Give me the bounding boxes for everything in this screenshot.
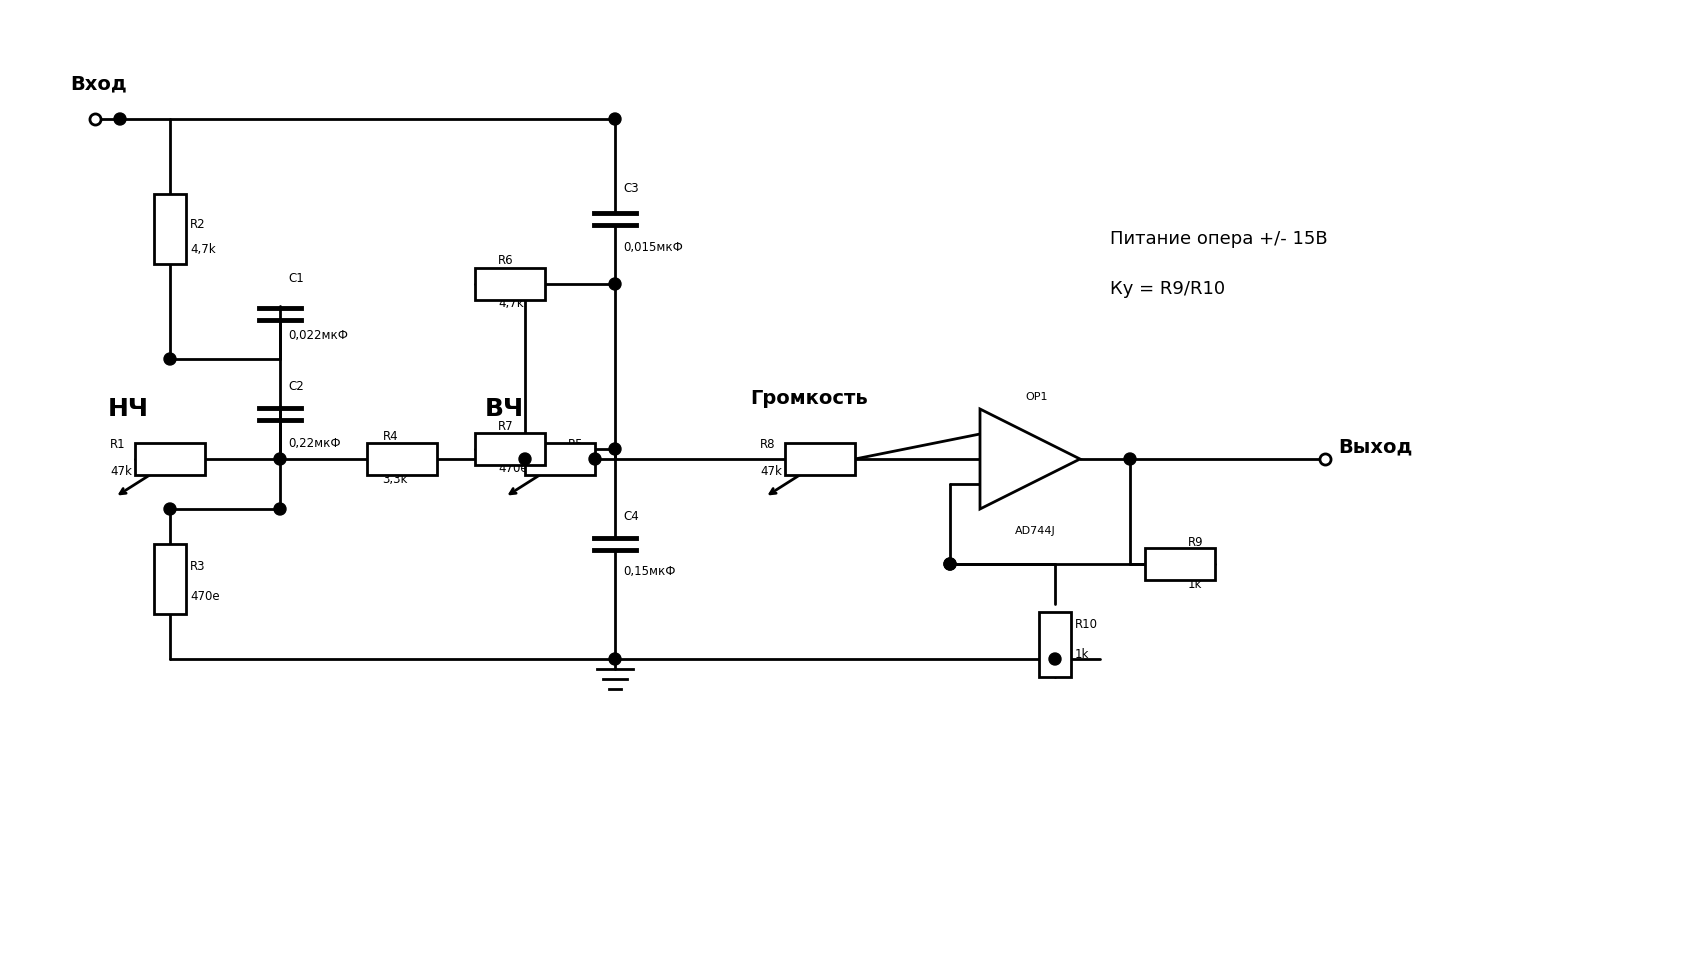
Text: 47k: 47k bbox=[109, 464, 131, 478]
Circle shape bbox=[610, 653, 621, 665]
Circle shape bbox=[274, 453, 286, 465]
FancyBboxPatch shape bbox=[135, 443, 205, 475]
Text: +: + bbox=[992, 430, 1004, 444]
Text: −: − bbox=[992, 474, 1004, 488]
Text: ВЧ: ВЧ bbox=[485, 397, 524, 421]
Text: 1k: 1k bbox=[1187, 578, 1202, 590]
Circle shape bbox=[610, 278, 621, 290]
Text: 470e: 470e bbox=[190, 590, 219, 604]
FancyBboxPatch shape bbox=[785, 443, 855, 475]
Text: 0,22мкФ: 0,22мкФ bbox=[288, 437, 340, 451]
Circle shape bbox=[274, 503, 286, 515]
FancyBboxPatch shape bbox=[475, 433, 546, 465]
FancyBboxPatch shape bbox=[525, 443, 594, 475]
FancyBboxPatch shape bbox=[475, 268, 546, 300]
Circle shape bbox=[1049, 653, 1061, 665]
Circle shape bbox=[163, 353, 177, 365]
Circle shape bbox=[610, 113, 621, 125]
Text: Выход: Выход bbox=[1339, 437, 1413, 456]
Text: R6: R6 bbox=[498, 255, 514, 267]
Text: R8: R8 bbox=[759, 437, 776, 451]
Text: C4: C4 bbox=[623, 510, 638, 522]
Text: R5: R5 bbox=[568, 437, 583, 451]
FancyBboxPatch shape bbox=[1145, 548, 1214, 580]
Text: C3: C3 bbox=[623, 182, 638, 196]
Circle shape bbox=[589, 453, 601, 465]
Text: 47k: 47k bbox=[568, 464, 589, 478]
Polygon shape bbox=[980, 409, 1079, 509]
Text: R10: R10 bbox=[1074, 617, 1098, 631]
Circle shape bbox=[945, 558, 957, 570]
Text: НЧ: НЧ bbox=[108, 397, 148, 421]
Text: 4,7k: 4,7k bbox=[190, 242, 216, 256]
Text: R7: R7 bbox=[498, 421, 514, 433]
Text: R2: R2 bbox=[190, 217, 205, 231]
Text: C1: C1 bbox=[288, 272, 303, 286]
Text: AD744J: AD744J bbox=[1015, 526, 1056, 536]
FancyBboxPatch shape bbox=[367, 443, 438, 475]
Text: OP1: OP1 bbox=[1026, 392, 1047, 402]
Text: R4: R4 bbox=[382, 429, 397, 443]
Text: Вход: Вход bbox=[71, 75, 126, 93]
Text: Громкость: Громкость bbox=[749, 390, 867, 409]
Text: 0,015мкФ: 0,015мкФ bbox=[623, 240, 684, 254]
Circle shape bbox=[163, 503, 177, 515]
Text: C2: C2 bbox=[288, 380, 303, 392]
Circle shape bbox=[115, 113, 126, 125]
Text: 47k: 47k bbox=[759, 464, 781, 478]
Text: R9: R9 bbox=[1187, 536, 1204, 548]
Text: Питание опера +/- 15В: Питание опера +/- 15В bbox=[1110, 230, 1327, 248]
Text: 0,022мкФ: 0,022мкФ bbox=[288, 329, 349, 342]
Text: 4,7k: 4,7k bbox=[498, 297, 524, 310]
Text: 470e: 470e bbox=[498, 462, 527, 476]
Circle shape bbox=[610, 443, 621, 455]
Text: R3: R3 bbox=[190, 560, 205, 574]
Text: 3,3k: 3,3k bbox=[382, 473, 408, 485]
Circle shape bbox=[945, 558, 957, 570]
Text: Ку = R9/R10: Ку = R9/R10 bbox=[1110, 280, 1226, 298]
Text: 0,15мкФ: 0,15мкФ bbox=[623, 566, 675, 578]
Text: R1: R1 bbox=[109, 437, 126, 451]
FancyBboxPatch shape bbox=[153, 194, 185, 264]
FancyBboxPatch shape bbox=[153, 544, 185, 614]
Text: 1k: 1k bbox=[1074, 647, 1090, 661]
FancyBboxPatch shape bbox=[1039, 611, 1071, 676]
Circle shape bbox=[1123, 453, 1137, 465]
Circle shape bbox=[519, 453, 530, 465]
